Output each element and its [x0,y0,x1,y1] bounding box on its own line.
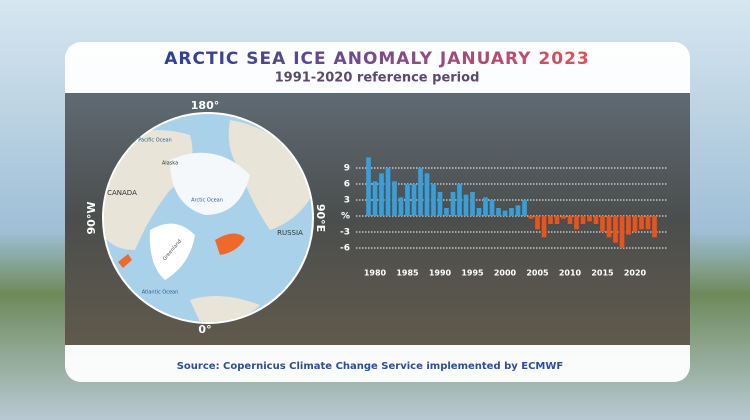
bar [489,200,495,216]
x-tick-label: 1985 [396,269,419,278]
map-land [104,120,312,322]
bar [502,210,508,216]
x-tick-label: 2015 [591,269,614,278]
bar [554,216,560,224]
bar [366,157,371,216]
map-label: Pacific Ocean [138,138,171,144]
bar [528,216,534,219]
bar [652,216,657,238]
bar [593,216,599,224]
map-label: 0° [198,323,211,336]
bar [372,181,378,216]
bar [606,216,612,238]
map-label: 180° [191,99,219,112]
bar [379,173,384,216]
bar [515,205,521,216]
map-label: Atlantic Ocean [142,290,179,296]
x-tick-label: 2020 [624,269,647,278]
source: Source: Copernicus Climate Change Servic… [177,361,564,372]
x-tick-label: 1980 [364,269,387,278]
bar [424,173,430,216]
bar [398,197,404,216]
bar [587,216,592,222]
x-tick-label: 1990 [429,269,452,278]
map-label: 90°E [314,204,327,232]
bar [470,192,475,216]
bar [645,216,651,230]
bar [457,184,462,216]
bar [437,192,443,216]
y-tick-label: -6 [340,244,350,254]
map-label: Arctic Ocean [191,198,223,204]
map-label: CANADA [107,189,137,197]
bar [600,216,605,232]
bar [483,197,488,216]
bar [561,216,566,219]
bar [574,216,579,230]
x-tick-label: 2010 [559,269,582,278]
y-tick-label: 6 [344,180,350,190]
bar [418,168,423,216]
map: 180° 0° 90°W 90°E CANADA RUSSIA Pacific … [85,99,327,336]
bar [450,192,456,216]
x-tick-label: 1995 [461,269,484,278]
bar [639,216,644,230]
bar [385,168,391,216]
map-label: Alaska [162,161,178,167]
bar [535,216,540,230]
bar [626,216,631,235]
bar [580,216,586,224]
bar [509,208,514,216]
bar [431,184,436,216]
bar [496,208,501,216]
bar [405,184,410,216]
bar-chart: 9 6 3% -3 -6 1980 1985 1990 1995 2000 2005 2010 2015… [340,157,668,278]
x-tick-label: 2000 [494,269,517,278]
bar [567,216,573,224]
x-tick-label: 2005 [526,269,549,278]
bar [541,216,547,238]
y-tick-label: 3 [344,196,350,206]
bar [392,181,397,216]
bar [548,216,553,224]
y-tick-label: -3 [340,228,350,238]
bar [632,216,638,232]
map-label: 90°W [85,202,98,235]
y-tick-label: 9 [344,164,350,174]
subtitle: 1991-2020 reference period [275,71,480,86]
bar [619,216,625,248]
bar [613,216,618,243]
bar [463,194,469,216]
bar [411,184,417,216]
map-label: RUSSIA [277,229,303,237]
title: ARCTIC SEA ICE ANOMALY JANUARY 2023 [164,49,589,69]
bar [444,208,449,216]
bar [476,208,482,216]
bar [522,200,527,216]
y-tick-label: % [341,212,350,222]
